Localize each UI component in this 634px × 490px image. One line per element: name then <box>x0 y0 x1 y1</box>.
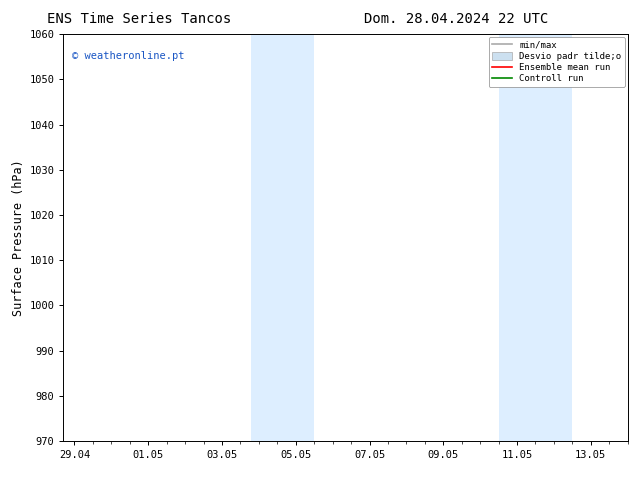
Text: ENS Time Series Tancos: ENS Time Series Tancos <box>48 12 231 26</box>
Bar <box>252 34 314 441</box>
Bar <box>528 34 573 441</box>
Legend: min/max, Desvio padr tilde;o, Ensemble mean run, Controll run: min/max, Desvio padr tilde;o, Ensemble m… <box>489 37 625 87</box>
Bar <box>498 34 528 441</box>
Text: Dom. 28.04.2024 22 UTC: Dom. 28.04.2024 22 UTC <box>365 12 548 26</box>
Text: © weatheronline.pt: © weatheronline.pt <box>72 50 184 61</box>
Y-axis label: Surface Pressure (hPa): Surface Pressure (hPa) <box>12 159 25 316</box>
